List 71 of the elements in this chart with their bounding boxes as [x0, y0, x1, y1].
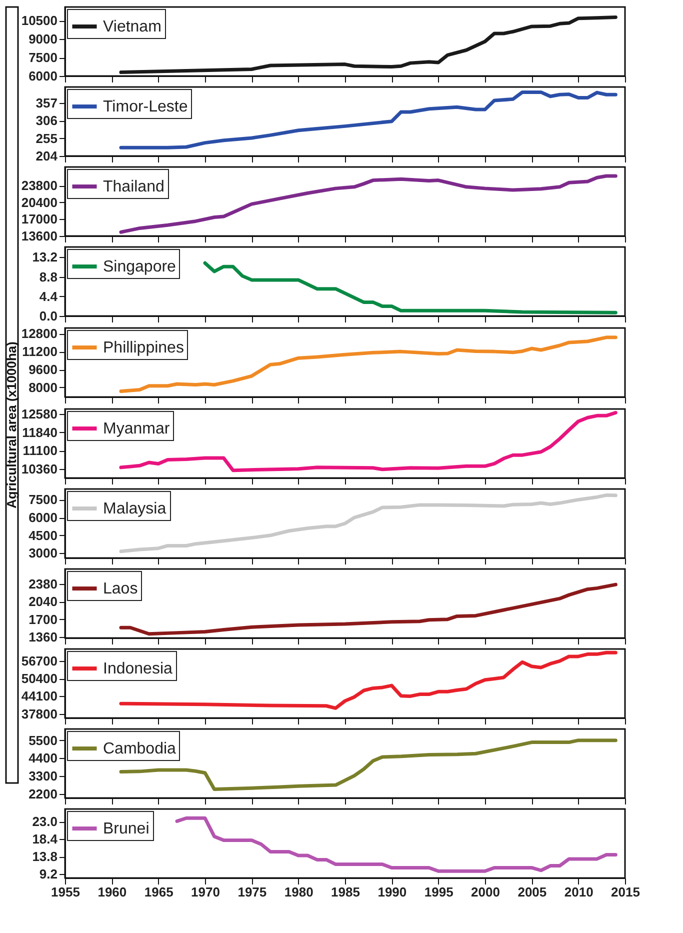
- y-tick-label: 255: [36, 130, 58, 146]
- x-tick-label: 2010: [564, 884, 594, 900]
- y-tick-label: 1360: [28, 629, 58, 644]
- legend-label: Brunei: [103, 820, 150, 838]
- y-tick-label: 7500: [28, 492, 58, 508]
- y-tick-label: 23800: [21, 178, 58, 194]
- legend-label: Malaysia: [103, 500, 166, 518]
- x-tick-label: 1970: [191, 884, 220, 900]
- y-tick-label: 23.0: [32, 814, 58, 830]
- y-tick-label: 11200: [22, 344, 58, 360]
- y-tick-label: 13.8: [32, 849, 58, 864]
- y-tick-label: 44100: [21, 688, 58, 704]
- y-tick-label: 56700: [21, 654, 58, 669]
- legend-label: Laos: [103, 580, 138, 598]
- y-tick-label: 9000: [28, 32, 58, 47]
- legend-label: Singapore: [103, 258, 176, 276]
- x-tick-label: 2000: [471, 884, 500, 900]
- legend-label: Myanmar: [103, 420, 170, 438]
- y-tick-label: 18.4: [32, 832, 58, 847]
- y-tick-label: 13600: [21, 228, 58, 244]
- y-tick-label: 2200: [28, 786, 58, 802]
- x-tick-label: 1985: [331, 884, 360, 900]
- legend-label: Cambodia: [103, 740, 176, 758]
- y-tick-label: 12800: [21, 326, 58, 342]
- y-tick-label: 11840: [22, 424, 58, 440]
- y-tick-label: 306: [36, 113, 58, 128]
- y-tick-label: 2040: [28, 594, 58, 610]
- y-tick-label: 6000: [28, 510, 58, 526]
- y-tick-label: 3000: [28, 546, 58, 561]
- y-tick-label: 17000: [21, 212, 58, 227]
- y-tick-label: 2380: [28, 576, 58, 592]
- y-tick-label: 8.8: [39, 269, 58, 284]
- y-tick-label: 9.2: [39, 866, 58, 882]
- x-tick-label: 1955: [51, 884, 80, 900]
- line-series: [175, 816, 618, 873]
- legend-label: Timor-Leste: [103, 98, 188, 116]
- y-tick-label: 357: [36, 95, 58, 110]
- y-tick-label: 3300: [28, 768, 58, 784]
- x-tick-label: 1990: [378, 884, 407, 900]
- x-tick-label: 1995: [424, 884, 454, 900]
- y-tick-label: 4500: [28, 528, 58, 543]
- y-tick-label: 8000: [28, 380, 58, 395]
- y-tick-label: 10500: [21, 13, 58, 28]
- y-tick-label: 12580: [21, 406, 58, 422]
- y-tick-label: 20400: [21, 194, 58, 210]
- y-tick-label: 50400: [21, 671, 58, 686]
- y-tick-label: 9600: [28, 362, 58, 378]
- y-tick-label: 13.2: [32, 250, 58, 265]
- y-tick-label: 11100: [22, 443, 58, 458]
- legend-label: Vietnam: [103, 18, 162, 36]
- legend-label: Indonesia: [103, 660, 172, 678]
- line-series: [203, 261, 618, 314]
- y-tick-label: 204: [36, 148, 58, 164]
- y-axis-title: Agricultural area (x1000ha): [4, 342, 19, 508]
- x-tick-label: 1965: [144, 884, 174, 900]
- y-tick-label: 7500: [28, 50, 58, 66]
- y-tick-label: 37800: [21, 706, 58, 722]
- y-tick-label: 4.4: [39, 288, 58, 304]
- y-tick-label: 10360: [21, 461, 58, 476]
- x-tick-label: 1960: [98, 884, 127, 900]
- x-tick-label: 2015: [611, 884, 640, 900]
- x-tick-label: 1980: [284, 884, 314, 900]
- y-tick-label: 4400: [28, 750, 58, 766]
- x-tick-label: 2005: [518, 884, 547, 900]
- y-tick-label: 5500: [28, 732, 58, 748]
- legend-label: Thailand: [103, 178, 164, 196]
- y-tick-label: 6000: [28, 68, 58, 84]
- y-tick-label: 1700: [28, 612, 58, 627]
- y-tick-label: 0.0: [39, 308, 58, 324]
- x-tick-label: 1975: [238, 884, 267, 900]
- legend-label: Phillippines: [103, 340, 184, 356]
